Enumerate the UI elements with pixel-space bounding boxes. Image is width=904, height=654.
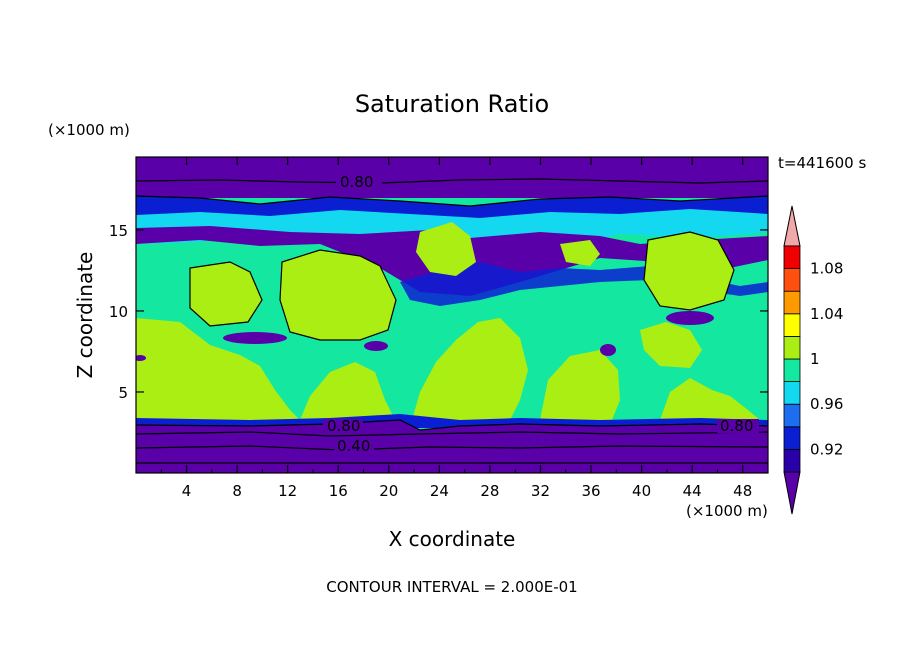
- colorbar-label: 0.96: [810, 395, 843, 413]
- y-axis-ticks: 5 10 15: [109, 222, 768, 402]
- plot-frame: [135, 156, 769, 474]
- colorbar-swatch: [783, 268, 801, 292]
- contour-label-lower-left: 0.80: [327, 417, 360, 435]
- y-tick-label: 15: [109, 222, 128, 240]
- x-axis-ticks: 4 8 12 16 20 24 28 32 36 40 44 48: [160, 157, 769, 500]
- plot-area: [136, 157, 768, 473]
- contour-interval-footer: CONTOUR INTERVAL = 2.000E-01: [326, 578, 577, 596]
- y-tick-label: 10: [109, 303, 128, 321]
- colorbar-triangle-min: [783, 471, 801, 515]
- x-tick-label: 48: [733, 482, 752, 500]
- contour-lines: [136, 178, 768, 464]
- colorbar-swatch: [783, 381, 801, 405]
- x-tick-label: 20: [379, 482, 398, 500]
- colorbar-swatch: [783, 335, 801, 360]
- contour-labels: 0.80 0.80 0.80 0.40: [323, 173, 759, 455]
- x-axis-label: X coordinate: [389, 527, 516, 551]
- x-unit-label: (×1000 m): [686, 502, 768, 520]
- colorbar-swatch: [783, 448, 801, 473]
- x-tick-label: 32: [531, 482, 550, 500]
- colorbar-label: 1.04: [810, 305, 843, 323]
- contour-label-lower-right: 0.80: [720, 417, 753, 435]
- y-axis-label: Z coordinate: [73, 252, 97, 379]
- x-tick-label: 44: [683, 482, 702, 500]
- x-tick-label: 8: [232, 482, 242, 500]
- dry-pockets: [136, 311, 714, 361]
- colorbar-swatch: [783, 245, 801, 270]
- contour-label-bottom: 0.40: [337, 437, 370, 455]
- colorbar-label: 1: [810, 350, 820, 368]
- x-tick-label: 16: [329, 482, 348, 500]
- x-tick-label: 40: [632, 482, 651, 500]
- time-label: t=441600 s: [778, 154, 866, 172]
- colorbar-swatch: [783, 403, 801, 428]
- y-tick-label: 5: [118, 384, 128, 402]
- upper-dry-layer: [136, 157, 768, 198]
- colorbar-labels: 1.08 1.04 1 0.96 0.92: [810, 260, 843, 459]
- x-tick-label: 24: [430, 482, 449, 500]
- upper-transition-band: [136, 196, 768, 235]
- colorbar-label: 0.92: [810, 440, 843, 458]
- colorbar-swatch: [783, 290, 801, 315]
- colorbar-swatch: [783, 313, 801, 337]
- x-tick-label: 12: [278, 482, 297, 500]
- x-tick-label: 28: [480, 482, 499, 500]
- colorbar-swatch: [783, 358, 801, 383]
- saturated-cloud-patches: [136, 222, 760, 420]
- colorbar-label: 1.08: [810, 260, 843, 278]
- contour-label-upper: 0.80: [340, 173, 373, 191]
- chart-title: Saturation Ratio: [355, 90, 549, 118]
- colorbar: [783, 205, 801, 515]
- y-unit-label: (×1000 m): [48, 121, 130, 139]
- x-tick-label: 4: [182, 482, 192, 500]
- x-tick-label: 36: [581, 482, 600, 500]
- colorbar-triangle-max: [783, 205, 801, 247]
- colorbar-swatch: [783, 426, 801, 450]
